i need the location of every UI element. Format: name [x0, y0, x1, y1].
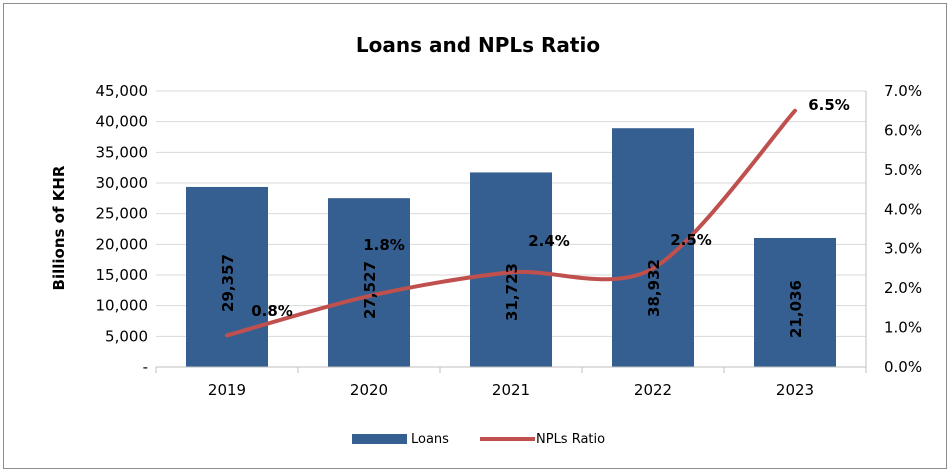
legend: Loans NPLs Ratio — [352, 432, 605, 447]
x-tick-label: 2019 — [208, 381, 246, 399]
bar-loans — [470, 172, 552, 367]
npl-ratio-line-path — [225, 108, 797, 338]
y-tick-label: 25,000 — [96, 205, 149, 223]
x-tick-label: 2022 — [634, 381, 672, 399]
legend-label-loans: Loans — [411, 432, 449, 447]
legend-label-npl: NPLs Ratio — [536, 432, 605, 447]
y2-tick-label: 0.0% — [884, 358, 922, 376]
bar-value-label: 27,527 — [361, 261, 379, 319]
chart-title: Loans and NPLs Ratio — [356, 33, 600, 57]
line-value-label: 0.8% — [251, 302, 293, 320]
y2-tick-label: 1.0% — [884, 319, 922, 337]
x-tick-label: 2021 — [492, 381, 530, 399]
legend-swatch-loans — [352, 434, 407, 444]
line-value-label: 1.8% — [363, 236, 405, 254]
loans-bars — [186, 128, 836, 367]
bar-value-label: 38,932 — [645, 259, 663, 317]
y2-tick-label: 4.0% — [884, 200, 922, 218]
y-tick-label: 35,000 — [96, 143, 149, 161]
y2-tick-label: 6.0% — [884, 121, 922, 139]
y-tick-label: - — [143, 358, 148, 376]
bar-loans — [754, 237, 836, 367]
y2-tick-label: 5.0% — [884, 161, 922, 179]
bar-value-label: 29,357 — [219, 254, 237, 312]
y-tick-label: 30,000 — [96, 174, 149, 192]
line-value-label: 2.4% — [528, 232, 570, 250]
line-value-label: 2.5% — [670, 231, 712, 249]
bar-loans — [328, 198, 410, 367]
x-tick-label: 2023 — [776, 381, 814, 399]
bar-value-label: 21,036 — [787, 280, 805, 338]
y-tick-label: 40,000 — [96, 113, 149, 131]
y-tick-label: 10,000 — [96, 297, 149, 315]
y-tick-label: 5,000 — [105, 327, 148, 345]
line-value-label: 6.5% — [808, 96, 850, 114]
y2-tick-label: 3.0% — [884, 240, 922, 258]
npl-ratio-line — [225, 108, 797, 338]
data-labels: 29,357 27,527 31,723 38,932 21,036 0.8% 1.8% 2.… — [219, 96, 850, 338]
y2-tick-label: 2.0% — [884, 279, 922, 297]
y2-tick-label: 7.0% — [884, 82, 922, 100]
y-tick-label: 20,000 — [96, 235, 149, 253]
y-tick-label: 15,000 — [96, 266, 149, 284]
y-axis-title: Billions of KHR — [50, 165, 68, 290]
y-tick-label: 45,000 — [96, 82, 149, 100]
axes: - 5,000 10,000 15,000 20,000 25,000 30,000 35,0… — [96, 82, 923, 399]
bar-value-label: 31,723 — [503, 263, 521, 321]
x-tick-label: 2020 — [350, 381, 388, 399]
